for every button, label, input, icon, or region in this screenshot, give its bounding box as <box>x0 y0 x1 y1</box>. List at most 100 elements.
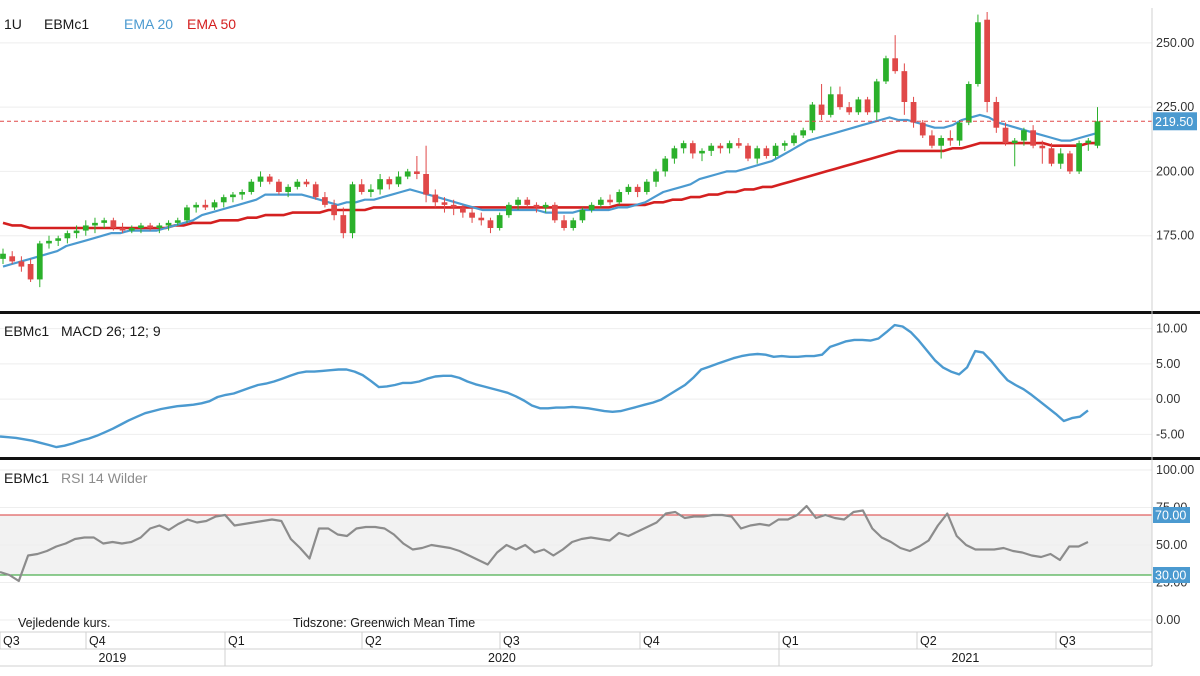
candle[interactable] <box>671 145 678 164</box>
candles-group[interactable] <box>0 12 1101 288</box>
candle-body[interactable] <box>441 202 448 205</box>
candle-body[interactable] <box>597 199 604 205</box>
candle-body[interactable] <box>607 199 613 203</box>
candle[interactable] <box>745 143 751 162</box>
candle[interactable] <box>864 96 871 115</box>
candle-body[interactable] <box>340 215 347 234</box>
candle[interactable] <box>699 148 705 162</box>
candle-body[interactable] <box>800 130 807 136</box>
candle[interactable] <box>873 78 880 120</box>
candle-body[interactable] <box>662 158 669 172</box>
candle[interactable] <box>505 202 512 218</box>
candle-body[interactable] <box>156 225 163 228</box>
candle[interactable] <box>82 220 89 236</box>
candle[interactable] <box>643 179 650 195</box>
candle-body[interactable] <box>1011 140 1018 144</box>
candle-body[interactable] <box>588 204 595 210</box>
candle-body[interactable] <box>873 81 880 113</box>
candle-body[interactable] <box>579 210 586 221</box>
candle[interactable] <box>616 189 623 205</box>
candle-body[interactable] <box>1094 121 1101 146</box>
candle[interactable] <box>827 86 834 118</box>
candle[interactable] <box>846 102 853 115</box>
candle[interactable] <box>404 168 411 180</box>
candle-body[interactable] <box>18 261 25 267</box>
candle[interactable] <box>735 138 742 149</box>
candle-body[interactable] <box>358 184 365 192</box>
candle[interactable] <box>809 102 816 133</box>
candle-body[interactable] <box>193 204 200 208</box>
candle-body[interactable] <box>432 194 439 203</box>
candle-body[interactable] <box>901 71 908 102</box>
candle-body[interactable] <box>377 179 383 190</box>
candle[interactable] <box>1021 127 1027 146</box>
candle[interactable] <box>478 212 485 226</box>
candle-body[interactable] <box>533 204 540 208</box>
candle-body[interactable] <box>9 256 16 262</box>
candle[interactable] <box>9 251 16 264</box>
candle[interactable] <box>910 96 917 128</box>
candle-body[interactable] <box>791 135 797 144</box>
candle-body[interactable] <box>174 220 181 223</box>
candle[interactable] <box>386 176 393 190</box>
candle[interactable] <box>349 181 356 239</box>
candle-body[interactable] <box>515 199 521 205</box>
candle-body[interactable] <box>699 150 705 154</box>
candle[interactable] <box>551 202 558 223</box>
candle-body[interactable] <box>469 212 475 218</box>
candle[interactable] <box>1030 125 1036 149</box>
candle[interactable] <box>202 199 209 210</box>
candle-body[interactable] <box>1048 148 1055 164</box>
candle[interactable] <box>441 197 448 213</box>
candle-body[interactable] <box>257 176 264 182</box>
candle-body[interactable] <box>165 222 172 226</box>
candle[interactable] <box>1002 122 1009 146</box>
candle-body[interactable] <box>929 135 935 146</box>
candle-body[interactable] <box>846 107 853 113</box>
candle[interactable] <box>368 184 374 198</box>
candle[interactable] <box>64 230 71 244</box>
candle-body[interactable] <box>855 99 862 113</box>
candle-body[interactable] <box>625 186 632 192</box>
panel-separator[interactable] <box>0 311 1200 314</box>
ema50-legend[interactable]: EMA 50 <box>187 16 236 32</box>
candle[interactable] <box>579 207 586 223</box>
candle-body[interactable] <box>524 199 531 205</box>
candle[interactable] <box>432 189 439 208</box>
candle[interactable] <box>469 207 475 223</box>
candle[interactable] <box>524 197 531 208</box>
candle-body[interactable] <box>864 99 871 113</box>
candle-body[interactable] <box>64 233 71 239</box>
candle[interactable] <box>266 174 273 185</box>
candle[interactable] <box>597 197 604 208</box>
candle-body[interactable] <box>956 122 963 141</box>
candle[interactable] <box>496 212 503 231</box>
candle[interactable] <box>331 199 337 221</box>
candle-body[interactable] <box>147 225 154 228</box>
candle-body[interactable] <box>266 176 273 182</box>
candle[interactable] <box>708 143 715 156</box>
candle-body[interactable] <box>496 215 503 228</box>
candle[interactable] <box>542 202 549 213</box>
candle[interactable] <box>165 220 172 231</box>
candle[interactable] <box>423 145 429 203</box>
candle[interactable] <box>781 140 788 151</box>
candle[interactable] <box>984 12 990 113</box>
candle-body[interactable] <box>349 184 356 234</box>
candle[interactable] <box>919 120 926 138</box>
candle-body[interactable] <box>689 143 696 154</box>
candle-body[interactable] <box>781 143 788 146</box>
candle[interactable] <box>855 96 862 115</box>
candle[interactable] <box>460 204 466 218</box>
candle[interactable] <box>220 194 227 208</box>
candle[interactable] <box>1039 140 1046 164</box>
candle-body[interactable] <box>331 204 337 216</box>
candle[interactable] <box>772 143 779 159</box>
candle[interactable] <box>1057 148 1064 169</box>
candle-body[interactable] <box>55 238 62 241</box>
candle[interactable] <box>625 184 632 195</box>
candle[interactable] <box>285 184 291 198</box>
candle-body[interactable] <box>1002 127 1009 144</box>
candle[interactable] <box>156 222 163 234</box>
candle-body[interactable] <box>708 145 715 151</box>
